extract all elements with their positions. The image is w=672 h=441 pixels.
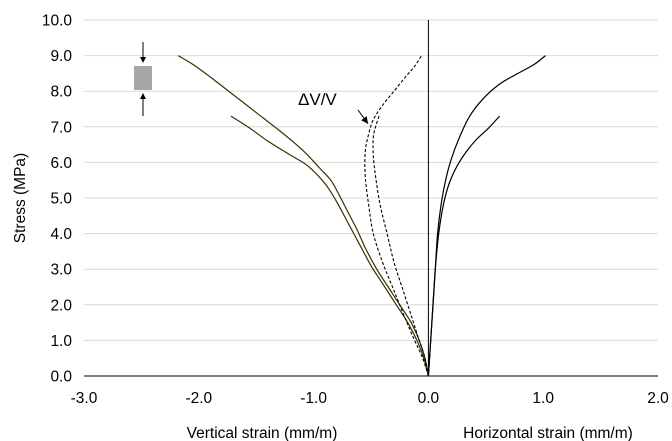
- series-line-3: [427, 55, 546, 377]
- x-axis-title-vertical-strain: Vertical strain (mm/m): [187, 425, 338, 441]
- grid-lines: [84, 19, 658, 341]
- x-tick-label: 0.0: [418, 390, 440, 407]
- x-tick-label: -3.0: [71, 390, 98, 407]
- series-line-1: [177, 55, 429, 377]
- x-tick-label: 2.0: [647, 390, 669, 407]
- x-tick-label: -1.0: [300, 390, 327, 407]
- y-axis-title: Stress (MPa): [12, 153, 29, 243]
- series-line-4: [427, 115, 501, 377]
- y-tick-label: 1.0: [50, 333, 72, 350]
- y-tick-label: 7.0: [50, 119, 72, 136]
- specimen-compression-icon: [134, 42, 152, 116]
- series-line-5: [364, 55, 429, 377]
- volumetric-strain-annotation: ΔV/V: [298, 90, 337, 109]
- annotation-arrowhead: [361, 116, 368, 124]
- x-axis-title-horizontal-strain: Horizontal strain (mm/m): [463, 425, 633, 441]
- x-tick-label: 1.0: [532, 390, 554, 407]
- y-tick-label: 5.0: [50, 191, 72, 208]
- series-line-2: [230, 115, 429, 377]
- series-line-6: [372, 115, 429, 377]
- y-tick-label: 3.0: [50, 262, 72, 279]
- y-tick-label: 2.0: [50, 297, 72, 314]
- y-tick-label: 0.0: [50, 369, 72, 386]
- x-tick-label: -2.0: [185, 390, 212, 407]
- y-tick-label: 10.0: [42, 13, 73, 30]
- tick-labels: 0.0 1.0 2.0 3.0 4.0 5.0 6.0 7.0 8.0 9.0 10.0 -3.0 -2…: [42, 13, 669, 408]
- y-tick-label: 9.0: [50, 48, 72, 65]
- series-layer: [177, 55, 546, 377]
- y-tick-label: 4.0: [50, 226, 72, 243]
- y-tick-label: 8.0: [50, 84, 72, 101]
- y-tick-label: 6.0: [50, 155, 72, 172]
- axes: [84, 20, 658, 377]
